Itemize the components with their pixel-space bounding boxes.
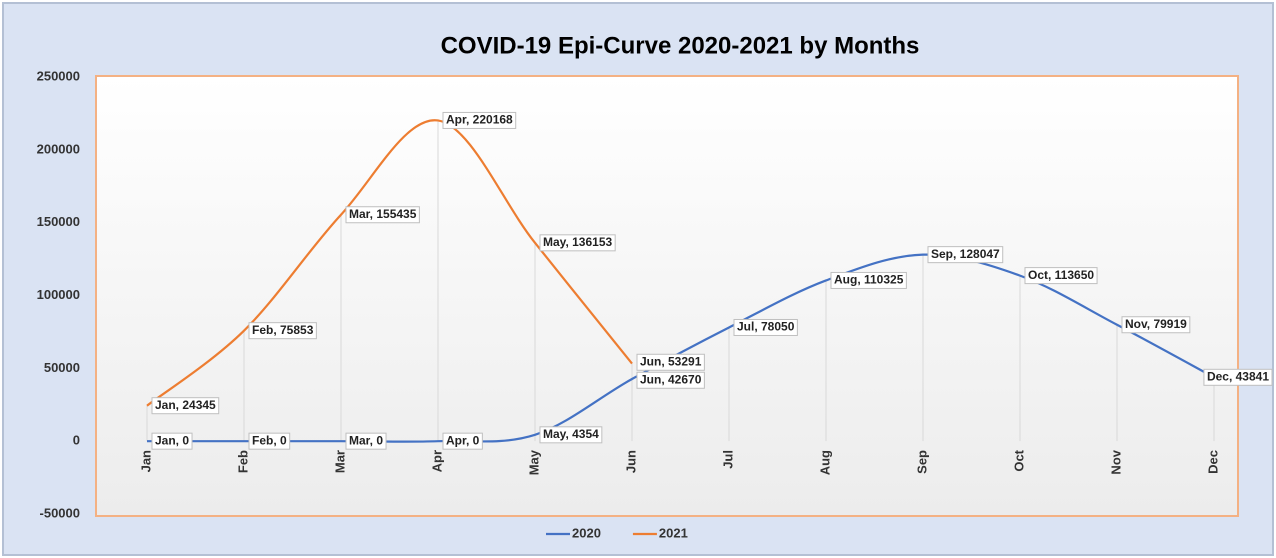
data-label-box bbox=[733, 318, 798, 336]
data-label: Mar, 155435 bbox=[349, 207, 417, 221]
data-label-box bbox=[1203, 368, 1273, 386]
data-label-box bbox=[927, 246, 1004, 264]
x-tick-label: May bbox=[526, 449, 541, 475]
legend-label: 2020 bbox=[572, 525, 601, 540]
data-label: Apr, 220168 bbox=[446, 113, 513, 127]
data-label-box bbox=[248, 432, 291, 450]
data-label-box bbox=[1121, 316, 1191, 334]
data-label: Nov, 79919 bbox=[1125, 317, 1187, 331]
data-label-box bbox=[151, 397, 220, 415]
data-label: Jun, 53291 bbox=[640, 354, 702, 368]
x-tick-label: Dec bbox=[1205, 450, 1220, 474]
data-label-box bbox=[442, 111, 517, 129]
chart-title: COVID-19 Epi-Curve 2020-2021 by Months bbox=[441, 32, 920, 59]
x-tick-label: Nov bbox=[1108, 449, 1123, 474]
data-label: May, 136153 bbox=[543, 235, 612, 249]
data-label-box bbox=[248, 322, 317, 340]
data-label-box bbox=[636, 371, 705, 389]
x-tick-label: Apr bbox=[429, 450, 444, 472]
plot-area bbox=[95, 75, 1239, 517]
data-label-box bbox=[151, 432, 193, 450]
x-tick-label: Jun bbox=[623, 450, 638, 473]
data-label-box bbox=[442, 432, 483, 450]
data-label: Jan, 24345 bbox=[155, 398, 216, 412]
x-tick-label: Oct bbox=[1011, 449, 1026, 471]
x-tick-label: Mar bbox=[332, 450, 347, 473]
data-label-box bbox=[539, 234, 616, 252]
y-tick-label: 50000 bbox=[44, 360, 80, 375]
data-label-box bbox=[636, 353, 705, 371]
y-tick-label: -50000 bbox=[40, 505, 80, 520]
data-label-box bbox=[830, 271, 907, 289]
data-label: May, 4354 bbox=[543, 427, 599, 441]
data-label: Oct, 113650 bbox=[1028, 268, 1094, 282]
data-label: Mar, 0 bbox=[349, 433, 383, 447]
data-label-box bbox=[345, 206, 420, 224]
y-tick-label: 250000 bbox=[37, 68, 80, 83]
y-tick-label: 200000 bbox=[37, 141, 80, 156]
data-label-box bbox=[345, 432, 387, 450]
y-tick-label: 150000 bbox=[37, 214, 80, 229]
series-line bbox=[146, 119, 633, 407]
data-label-box bbox=[1024, 267, 1098, 285]
data-label: Jun, 42670 bbox=[640, 372, 702, 386]
x-tick-label: Jul bbox=[720, 450, 735, 469]
x-tick-label: Feb bbox=[235, 450, 250, 473]
data-label: Dec, 43841 bbox=[1207, 369, 1269, 383]
data-label: Sep, 128047 bbox=[931, 247, 1000, 261]
legend-label: 2021 bbox=[659, 525, 688, 540]
data-label: Feb, 75853 bbox=[252, 323, 314, 337]
y-tick-label: 0 bbox=[73, 433, 80, 448]
data-label: Feb, 0 bbox=[252, 433, 287, 447]
x-tick-label: Aug bbox=[817, 450, 832, 475]
data-label: Aug, 110325 bbox=[834, 273, 904, 287]
x-tick-label: Jan bbox=[138, 450, 153, 472]
x-tick-label: Sep bbox=[914, 450, 929, 474]
data-label-box bbox=[539, 426, 603, 444]
data-label: Apr, 0 bbox=[446, 433, 480, 447]
y-tick-label: 100000 bbox=[37, 287, 80, 302]
data-label: Jul, 78050 bbox=[737, 320, 795, 334]
data-label: Jan, 0 bbox=[155, 433, 189, 447]
